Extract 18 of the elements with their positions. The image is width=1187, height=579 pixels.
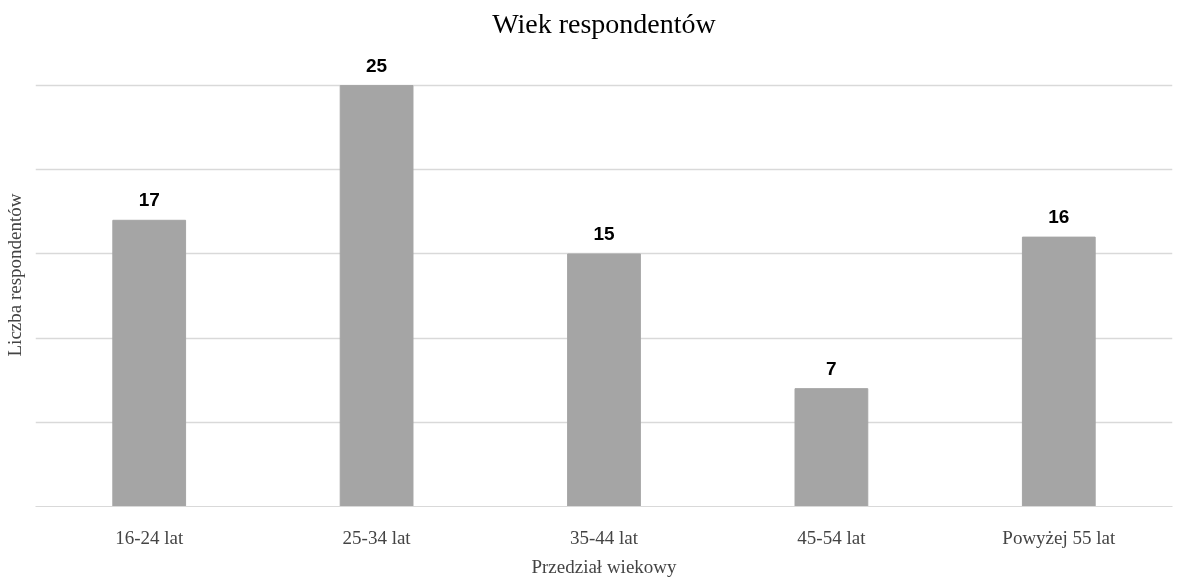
x-tick-label: Powyżej 55 lat bbox=[1002, 526, 1116, 548]
y-axis-title: Liczba respondentów bbox=[3, 193, 25, 357]
chart-title: Wiek respondentów bbox=[492, 7, 717, 39]
data-label: 15 bbox=[593, 222, 615, 244]
x-tick-label: 16-24 lat bbox=[115, 526, 184, 548]
data-label: 25 bbox=[366, 54, 388, 76]
bar bbox=[794, 388, 869, 507]
x-tick-label: 35-44 lat bbox=[569, 526, 639, 548]
data-label: 7 bbox=[826, 357, 837, 379]
data-label: 16 bbox=[1048, 206, 1070, 228]
bar bbox=[112, 219, 187, 507]
bar bbox=[339, 85, 414, 507]
x-tick-label: 45-54 lat bbox=[797, 526, 867, 548]
x-tick-label: 25-34 lat bbox=[342, 526, 412, 548]
bar bbox=[567, 253, 641, 507]
x-axis-title: Przedział wiekowy bbox=[531, 555, 678, 577]
data-label: 17 bbox=[138, 189, 160, 211]
bar bbox=[1021, 236, 1096, 507]
